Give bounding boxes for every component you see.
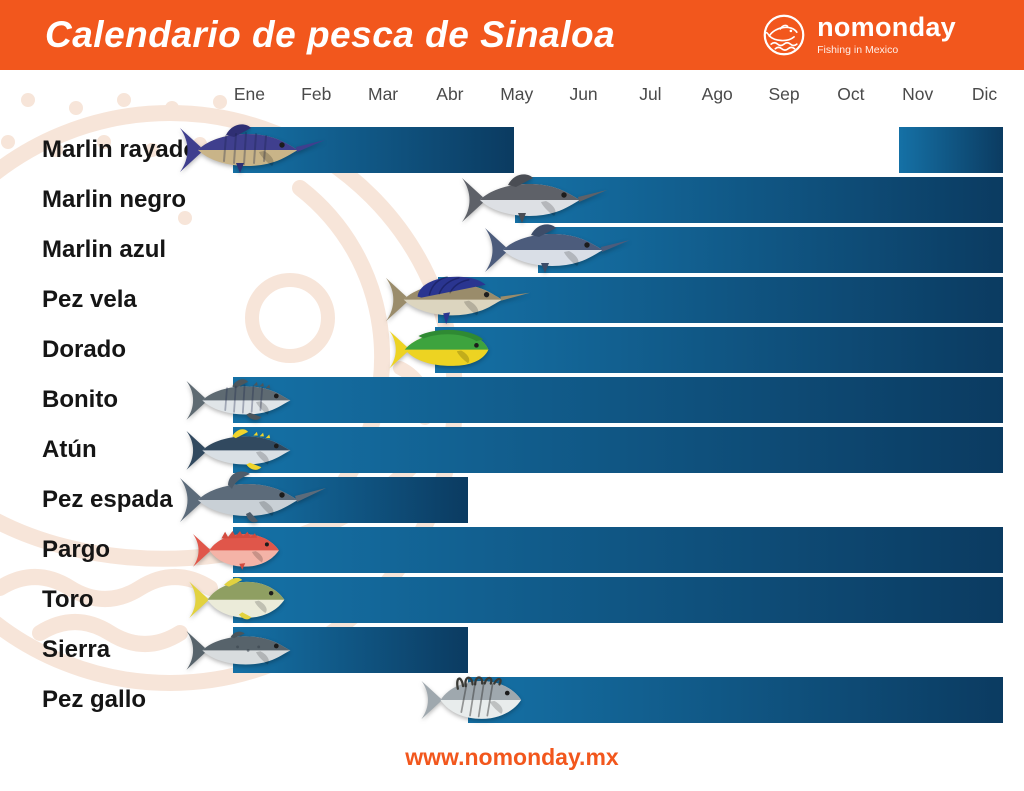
dorado-fish-icon bbox=[389, 330, 489, 369]
toro-fish-icon bbox=[189, 578, 285, 620]
species-label: Sierra bbox=[42, 636, 111, 663]
marlin-azul-fish-icon bbox=[484, 224, 630, 273]
season-timeline bbox=[233, 276, 1003, 325]
season-bar bbox=[537, 227, 1003, 273]
brand-fish-icon bbox=[763, 14, 805, 56]
month-label: Oct bbox=[837, 84, 865, 104]
month-axis: Ene Feb Mar Abr May Jun Jul Ago Sep Oct Nov Dic bbox=[216, 84, 1018, 110]
marlin-rayado-fish-icon bbox=[180, 124, 325, 173]
species-label: Marlin azul bbox=[42, 236, 167, 263]
brand-tagline: Fishing in Mexico bbox=[817, 44, 899, 56]
season-timeline bbox=[233, 174, 1003, 223]
pargo-fish-icon bbox=[193, 530, 280, 570]
month-label: Abr bbox=[436, 84, 464, 104]
season-bar bbox=[435, 327, 1003, 373]
species-label: Dorado bbox=[42, 336, 126, 363]
footer-url-link[interactable]: www.nomonday.mx bbox=[405, 744, 619, 770]
season-timeline bbox=[233, 676, 1003, 723]
season-bar bbox=[233, 427, 1003, 473]
season-timeline bbox=[186, 627, 1003, 673]
month-label: Jul bbox=[639, 84, 662, 104]
pez-espada-fish-icon bbox=[180, 471, 326, 523]
footer: www.nomonday.mx bbox=[0, 744, 1024, 771]
species-row-marlin-negro: Marlin negro bbox=[0, 174, 1024, 225]
season-bar bbox=[233, 377, 1003, 423]
season-bar bbox=[467, 677, 1003, 723]
season-timeline bbox=[186, 377, 1003, 423]
season-timeline bbox=[189, 577, 1003, 623]
species-row-bonito: Bonito bbox=[0, 375, 1024, 425]
month-label: Feb bbox=[301, 84, 332, 104]
species-label: Atún bbox=[42, 436, 97, 463]
header-banner: Calendario de pesca de Sinaloa nomonday … bbox=[0, 0, 1024, 70]
species-label: Marlin rayado bbox=[42, 136, 199, 163]
species-label: Pez gallo bbox=[42, 686, 147, 713]
season-timeline bbox=[180, 124, 1003, 173]
month-label: Mar bbox=[368, 84, 399, 104]
species-row-atun: Atún bbox=[0, 425, 1024, 475]
species-row-pargo: Pargo bbox=[0, 525, 1024, 575]
season-timeline bbox=[233, 224, 1003, 273]
month-label: Dic bbox=[971, 84, 998, 104]
species-row-dorado: Dorado bbox=[0, 325, 1024, 375]
month-label: Nov bbox=[902, 84, 934, 104]
species-row-pez-gallo: Pez gallo bbox=[0, 675, 1024, 725]
bonito-fish-icon bbox=[186, 378, 291, 420]
species-row-pez-vela: Pez vela bbox=[0, 275, 1024, 325]
season-timeline bbox=[186, 427, 1003, 473]
species-label: Pez espada bbox=[42, 486, 173, 513]
species-row-pez-espada: Pez espada bbox=[0, 471, 1024, 525]
species-label: Pez vela bbox=[42, 286, 137, 313]
species-label: Pargo bbox=[42, 536, 111, 563]
species-label: Toro bbox=[42, 586, 94, 613]
season-timeline bbox=[233, 327, 1003, 373]
month-label: Ago bbox=[701, 84, 733, 104]
species-row-marlin-azul: Marlin azul bbox=[0, 224, 1024, 275]
species-row-marlin-rayado: Marlin rayado bbox=[0, 124, 1024, 175]
month-label: May bbox=[500, 84, 534, 104]
species-label: Marlin negro bbox=[42, 186, 187, 213]
season-bar bbox=[515, 177, 1003, 223]
pez-gallo-fish-icon bbox=[421, 676, 522, 720]
month-label: Sep bbox=[768, 84, 800, 104]
month-label: Jun bbox=[569, 84, 598, 104]
brand-name: nomonday bbox=[817, 12, 956, 42]
season-bar bbox=[233, 527, 1003, 573]
species-row-toro: Toro bbox=[0, 575, 1024, 625]
species-row-sierra: Sierra bbox=[0, 625, 1024, 675]
atun-fish-icon bbox=[186, 428, 291, 470]
marlin-negro-fish-icon bbox=[462, 174, 608, 223]
season-bar bbox=[899, 127, 1003, 173]
season-timeline bbox=[180, 471, 1003, 523]
season-bar bbox=[233, 577, 1003, 623]
sierra-fish-icon bbox=[186, 630, 291, 670]
page-title: Calendario de pesca de Sinaloa bbox=[45, 14, 616, 55]
season-timeline bbox=[193, 527, 1003, 573]
species-label: Bonito bbox=[42, 386, 118, 413]
pez-vela-fish-icon bbox=[386, 276, 531, 325]
season-bar bbox=[438, 277, 1003, 323]
brand-text: nomonday Fishing in Mexico bbox=[817, 12, 956, 57]
month-label: Ene bbox=[233, 84, 265, 104]
species-rows: Marlin rayado Marlin negro Marlin azul Pez … bbox=[0, 124, 1024, 725]
brand-logo: nomonday Fishing in Mexico bbox=[762, 13, 956, 57]
